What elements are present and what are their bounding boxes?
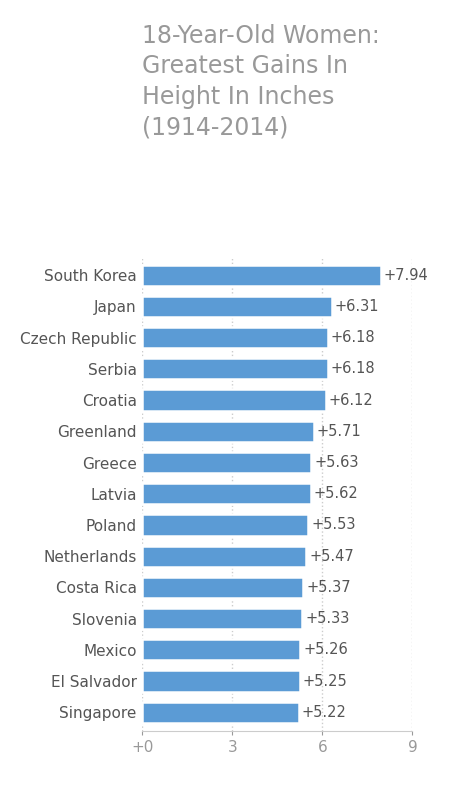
Bar [142,358,328,380]
Text: +6.12: +6.12 [329,392,374,408]
Text: +5.71: +5.71 [317,424,361,439]
Bar [142,452,311,473]
Bar [142,608,302,630]
Text: 18-Year-Old Women:
Greatest Gains In
Height In Inches
(1914-2014): 18-Year-Old Women: Greatest Gains In Hei… [142,24,380,140]
Bar [142,265,381,286]
Bar [142,296,332,317]
Bar [142,483,311,505]
Bar [142,639,300,660]
Bar [142,577,303,598]
Text: +5.62: +5.62 [314,487,359,501]
Bar [142,545,306,567]
Bar [142,670,300,692]
Text: +5.25: +5.25 [303,674,347,689]
Text: +5.33: +5.33 [305,611,350,626]
Text: +6.18: +6.18 [331,330,375,345]
Text: +6.31: +6.31 [335,299,379,314]
Bar [142,327,328,348]
Text: +6.18: +6.18 [331,362,375,376]
Text: +5.37: +5.37 [306,580,351,595]
Text: +5.53: +5.53 [311,517,356,532]
Bar [142,421,314,442]
Text: +7.94: +7.94 [383,268,428,283]
Text: +5.47: +5.47 [310,549,354,564]
Bar [142,390,326,411]
Bar [142,514,308,535]
Text: +5.26: +5.26 [303,642,348,657]
Text: +5.22: +5.22 [302,705,347,720]
Text: +5.63: +5.63 [314,455,359,470]
Bar [142,702,299,723]
